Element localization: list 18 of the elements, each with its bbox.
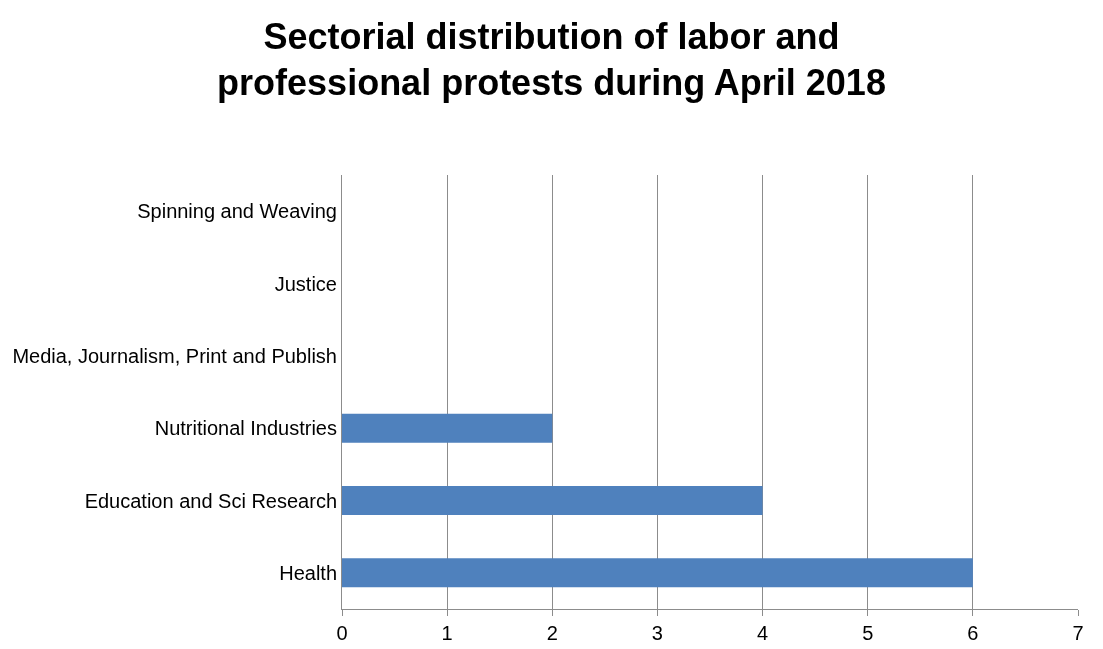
chart-title: Sectorial distribution of labor and professional protests during April 2018 bbox=[217, 15, 886, 104]
y-tick-label: Media, Journalism, Print and Publish bbox=[12, 344, 337, 367]
x-tick-label: 0 bbox=[336, 622, 348, 644]
bar bbox=[342, 413, 553, 443]
y-tick-label: Health bbox=[279, 561, 337, 584]
x-tick-label: 4 bbox=[757, 622, 769, 644]
x-tick-label: 6 bbox=[967, 622, 979, 644]
x-tick-label: 2 bbox=[546, 622, 558, 644]
y-tick-label: Nutritional Industries bbox=[154, 417, 337, 440]
x-tick-label: 3 bbox=[651, 622, 663, 644]
bar bbox=[342, 486, 763, 515]
x-tick-label: 1 bbox=[441, 622, 453, 644]
y-tick-label: Spinning and Weaving bbox=[137, 200, 337, 223]
y-tick-label: Justice bbox=[274, 272, 337, 295]
bar bbox=[342, 558, 973, 588]
x-tick-label: 7 bbox=[1072, 622, 1084, 644]
y-tick-label: Education and Sci Research bbox=[84, 489, 337, 512]
x-tick-label: 5 bbox=[862, 622, 874, 644]
